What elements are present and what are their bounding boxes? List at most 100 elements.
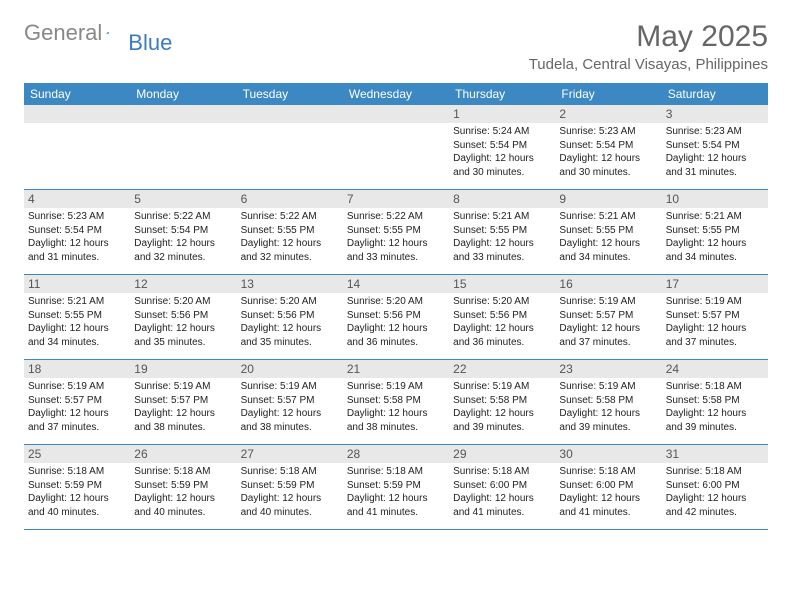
sunrise-text: Sunrise: 5:22 AM [134, 210, 232, 224]
day-body: Sunrise: 5:19 AMSunset: 5:57 PMDaylight:… [24, 378, 130, 438]
sunrise-text: Sunrise: 5:23 AM [666, 125, 764, 139]
title-block: May 2025 Tudela, Central Visayas, Philip… [529, 20, 768, 73]
day-body: Sunrise: 5:19 AMSunset: 5:58 PMDaylight:… [555, 378, 661, 438]
brand-logo: General Blue [24, 20, 178, 46]
day-number [237, 105, 343, 123]
sunrise-text: Sunrise: 5:18 AM [453, 465, 551, 479]
sunset-text: Sunset: 5:58 PM [666, 394, 764, 408]
daylight-text: Daylight: 12 hours and 41 minutes. [347, 492, 445, 519]
sunrise-text: Sunrise: 5:22 AM [347, 210, 445, 224]
day-body: Sunrise: 5:19 AMSunset: 5:58 PMDaylight:… [343, 378, 449, 438]
day-cell [130, 105, 236, 189]
day-cell: 14Sunrise: 5:20 AMSunset: 5:56 PMDayligh… [343, 275, 449, 359]
daylight-text: Daylight: 12 hours and 38 minutes. [134, 407, 232, 434]
weekday-header-cell: Tuesday [237, 83, 343, 105]
day-cell [237, 105, 343, 189]
day-cell: 21Sunrise: 5:19 AMSunset: 5:58 PMDayligh… [343, 360, 449, 444]
day-number: 20 [237, 360, 343, 378]
daylight-text: Daylight: 12 hours and 33 minutes. [347, 237, 445, 264]
day-body: Sunrise: 5:18 AMSunset: 5:59 PMDaylight:… [130, 463, 236, 523]
day-body: Sunrise: 5:19 AMSunset: 5:57 PMDaylight:… [237, 378, 343, 438]
daylight-text: Daylight: 12 hours and 39 minutes. [559, 407, 657, 434]
day-body: Sunrise: 5:22 AMSunset: 5:55 PMDaylight:… [237, 208, 343, 268]
day-number: 17 [662, 275, 768, 293]
day-cell: 3Sunrise: 5:23 AMSunset: 5:54 PMDaylight… [662, 105, 768, 189]
day-body: Sunrise: 5:18 AMSunset: 5:59 PMDaylight:… [24, 463, 130, 523]
month-title: May 2025 [529, 20, 768, 54]
sunset-text: Sunset: 5:57 PM [241, 394, 339, 408]
day-body: Sunrise: 5:21 AMSunset: 5:55 PMDaylight:… [555, 208, 661, 268]
day-number: 7 [343, 190, 449, 208]
day-body: Sunrise: 5:18 AMSunset: 6:00 PMDaylight:… [555, 463, 661, 523]
sunset-text: Sunset: 5:55 PM [241, 224, 339, 238]
sunrise-text: Sunrise: 5:23 AM [28, 210, 126, 224]
sunset-text: Sunset: 5:54 PM [453, 139, 551, 153]
day-body: Sunrise: 5:20 AMSunset: 5:56 PMDaylight:… [130, 293, 236, 353]
calendar-page: General Blue May 2025 Tudela, Central Vi… [0, 0, 792, 550]
day-number: 23 [555, 360, 661, 378]
sunset-text: Sunset: 5:56 PM [347, 309, 445, 323]
daylight-text: Daylight: 12 hours and 37 minutes. [28, 407, 126, 434]
sunrise-text: Sunrise: 5:18 AM [134, 465, 232, 479]
daylight-text: Daylight: 12 hours and 30 minutes. [559, 152, 657, 179]
sunset-text: Sunset: 5:57 PM [666, 309, 764, 323]
day-number: 26 [130, 445, 236, 463]
sunset-text: Sunset: 5:54 PM [134, 224, 232, 238]
sunrise-text: Sunrise: 5:20 AM [347, 295, 445, 309]
sunrise-text: Sunrise: 5:24 AM [453, 125, 551, 139]
weeks-container: 1Sunrise: 5:24 AMSunset: 5:54 PMDaylight… [24, 105, 768, 530]
sunset-text: Sunset: 5:56 PM [241, 309, 339, 323]
sunset-text: Sunset: 5:57 PM [28, 394, 126, 408]
sunset-text: Sunset: 5:56 PM [134, 309, 232, 323]
sunset-text: Sunset: 5:54 PM [666, 139, 764, 153]
day-cell: 9Sunrise: 5:21 AMSunset: 5:55 PMDaylight… [555, 190, 661, 274]
daylight-text: Daylight: 12 hours and 31 minutes. [666, 152, 764, 179]
weekday-header-cell: Sunday [24, 83, 130, 105]
day-number: 13 [237, 275, 343, 293]
daylight-text: Daylight: 12 hours and 42 minutes. [666, 492, 764, 519]
weekday-header-cell: Wednesday [343, 83, 449, 105]
day-body: Sunrise: 5:18 AMSunset: 6:00 PMDaylight:… [662, 463, 768, 523]
sunrise-text: Sunrise: 5:20 AM [134, 295, 232, 309]
daylight-text: Daylight: 12 hours and 39 minutes. [453, 407, 551, 434]
daylight-text: Daylight: 12 hours and 37 minutes. [666, 322, 764, 349]
sunrise-text: Sunrise: 5:20 AM [453, 295, 551, 309]
daylight-text: Daylight: 12 hours and 40 minutes. [241, 492, 339, 519]
sunrise-text: Sunrise: 5:21 AM [666, 210, 764, 224]
day-cell: 1Sunrise: 5:24 AMSunset: 5:54 PMDaylight… [449, 105, 555, 189]
daylight-text: Daylight: 12 hours and 34 minutes. [666, 237, 764, 264]
sunset-text: Sunset: 5:55 PM [347, 224, 445, 238]
day-body: Sunrise: 5:24 AMSunset: 5:54 PMDaylight:… [449, 123, 555, 183]
weekday-header-cell: Friday [555, 83, 661, 105]
weekday-header-cell: Monday [130, 83, 236, 105]
day-cell: 29Sunrise: 5:18 AMSunset: 6:00 PMDayligh… [449, 445, 555, 529]
sunset-text: Sunset: 5:55 PM [28, 309, 126, 323]
day-body: Sunrise: 5:23 AMSunset: 5:54 PMDaylight:… [24, 208, 130, 268]
sunrise-text: Sunrise: 5:18 AM [28, 465, 126, 479]
day-body: Sunrise: 5:23 AMSunset: 5:54 PMDaylight:… [662, 123, 768, 183]
sunset-text: Sunset: 6:00 PM [666, 479, 764, 493]
sunset-text: Sunset: 5:59 PM [241, 479, 339, 493]
day-number: 27 [237, 445, 343, 463]
day-number: 28 [343, 445, 449, 463]
day-number: 6 [237, 190, 343, 208]
day-cell: 25Sunrise: 5:18 AMSunset: 5:59 PMDayligh… [24, 445, 130, 529]
day-body: Sunrise: 5:21 AMSunset: 5:55 PMDaylight:… [662, 208, 768, 268]
sunset-text: Sunset: 5:55 PM [559, 224, 657, 238]
daylight-text: Daylight: 12 hours and 38 minutes. [347, 407, 445, 434]
day-cell: 19Sunrise: 5:19 AMSunset: 5:57 PMDayligh… [130, 360, 236, 444]
sunset-text: Sunset: 5:59 PM [134, 479, 232, 493]
day-number: 3 [662, 105, 768, 123]
day-number: 29 [449, 445, 555, 463]
brand-part1: General [24, 20, 102, 46]
day-cell: 31Sunrise: 5:18 AMSunset: 6:00 PMDayligh… [662, 445, 768, 529]
daylight-text: Daylight: 12 hours and 34 minutes. [28, 322, 126, 349]
day-body: Sunrise: 5:19 AMSunset: 5:57 PMDaylight:… [662, 293, 768, 353]
sunset-text: Sunset: 5:58 PM [559, 394, 657, 408]
day-cell: 11Sunrise: 5:21 AMSunset: 5:55 PMDayligh… [24, 275, 130, 359]
daylight-text: Daylight: 12 hours and 41 minutes. [453, 492, 551, 519]
day-number: 8 [449, 190, 555, 208]
day-body: Sunrise: 5:18 AMSunset: 5:58 PMDaylight:… [662, 378, 768, 438]
daylight-text: Daylight: 12 hours and 40 minutes. [134, 492, 232, 519]
daylight-text: Daylight: 12 hours and 32 minutes. [241, 237, 339, 264]
